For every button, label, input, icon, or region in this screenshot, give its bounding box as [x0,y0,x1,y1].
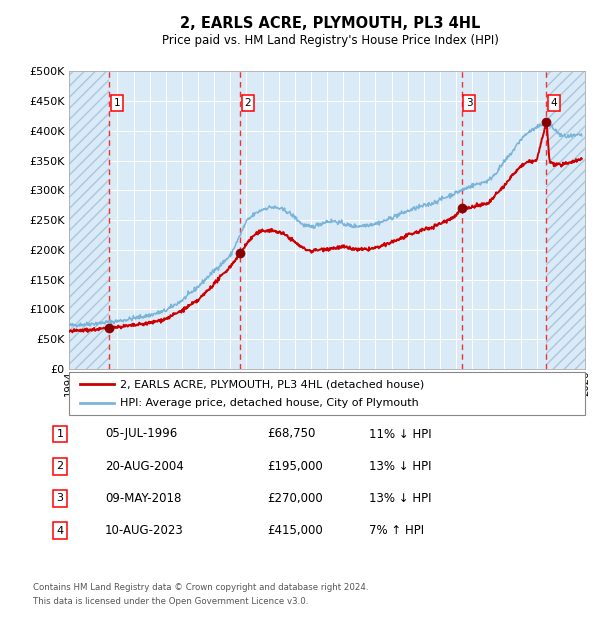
Text: 2: 2 [244,98,251,108]
Text: £415,000: £415,000 [267,525,323,537]
Text: 4: 4 [56,526,64,536]
Text: HPI: Average price, detached house, City of Plymouth: HPI: Average price, detached house, City… [120,398,419,408]
Text: £195,000: £195,000 [267,460,323,472]
Text: 13% ↓ HPI: 13% ↓ HPI [369,460,431,472]
Text: 4: 4 [550,98,557,108]
Text: 13% ↓ HPI: 13% ↓ HPI [369,492,431,505]
Text: £270,000: £270,000 [267,492,323,505]
Text: 10-AUG-2023: 10-AUG-2023 [105,525,184,537]
Text: 7% ↑ HPI: 7% ↑ HPI [369,525,424,537]
Text: 20-AUG-2004: 20-AUG-2004 [105,460,184,472]
Text: £68,750: £68,750 [267,428,316,440]
Text: 1: 1 [56,429,64,439]
Text: 11% ↓ HPI: 11% ↓ HPI [369,428,431,440]
Text: 3: 3 [56,494,64,503]
Text: 05-JUL-1996: 05-JUL-1996 [105,428,177,440]
Text: 3: 3 [466,98,472,108]
Text: Contains HM Land Registry data © Crown copyright and database right 2024.: Contains HM Land Registry data © Crown c… [33,583,368,592]
Text: 2, EARLS ACRE, PLYMOUTH, PL3 4HL: 2, EARLS ACRE, PLYMOUTH, PL3 4HL [180,16,480,31]
Text: 1: 1 [113,98,120,108]
Text: 2: 2 [56,461,64,471]
Text: Price paid vs. HM Land Registry's House Price Index (HPI): Price paid vs. HM Land Registry's House … [161,34,499,46]
Text: 2, EARLS ACRE, PLYMOUTH, PL3 4HL (detached house): 2, EARLS ACRE, PLYMOUTH, PL3 4HL (detach… [120,379,424,389]
Text: This data is licensed under the Open Government Licence v3.0.: This data is licensed under the Open Gov… [33,597,308,606]
Text: 09-MAY-2018: 09-MAY-2018 [105,492,181,505]
